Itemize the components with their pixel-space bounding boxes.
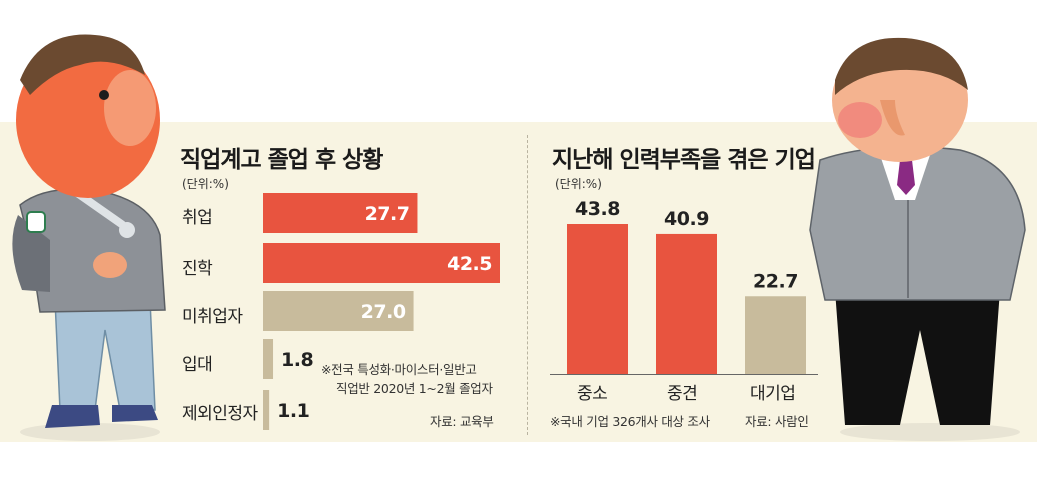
right-value-label-1: 40.9 xyxy=(664,208,709,230)
left-source: 자료: 교육부 xyxy=(430,414,494,429)
left-value-label-1: 42.5 xyxy=(447,253,492,275)
left-value-label-0: 27.7 xyxy=(365,203,410,225)
right-category-0: 중소 xyxy=(577,384,608,404)
right-bar-0 xyxy=(567,224,628,374)
businessman-icon xyxy=(809,37,1026,441)
left-chart-title: 직업계고 졸업 후 상황 xyxy=(180,147,383,173)
left-value-label-3: 1.8 xyxy=(281,349,313,371)
left-category-4: 제외인정자 xyxy=(182,404,258,424)
right-category-1: 중견 xyxy=(667,384,698,404)
left-chart-unit: (단위:%) xyxy=(182,177,229,191)
left-category-0: 취업 xyxy=(182,208,213,228)
panel-divider xyxy=(527,135,528,435)
right-value-label-0: 43.8 xyxy=(575,198,620,220)
left-category-2: 미취업자 xyxy=(182,307,243,327)
left-value-label-4: 1.1 xyxy=(277,400,309,422)
right-bar-2 xyxy=(745,296,806,374)
right-category-2: 대기업 xyxy=(750,384,796,404)
left-category-1: 진학 xyxy=(182,259,213,279)
right-note: ※국내 기업 326개사 대상 조사 xyxy=(550,414,710,429)
left-bar-3 xyxy=(263,339,274,379)
left-bar-0 xyxy=(263,193,418,233)
right-bars: 43.8 40.9 22.7 xyxy=(550,198,818,375)
left-value-label-2: 27.0 xyxy=(361,301,406,323)
left-note-line-2: 직업반 2020년 1~2월 졸업자 xyxy=(336,381,493,396)
right-value-label-2: 22.7 xyxy=(753,270,798,292)
right-bar-1 xyxy=(656,233,717,374)
left-bars: 27.7 42.5 27.0 1.8 1.1 xyxy=(263,193,500,430)
student-with-wrench-icon xyxy=(12,34,166,441)
left-bar-4 xyxy=(263,390,270,430)
right-source: 자료: 사람인 xyxy=(745,414,809,429)
left-bar-2 xyxy=(263,291,414,331)
left-note-line-1: ※전국 특성화·마이스터·일반고 xyxy=(321,362,477,377)
right-chart-unit: (단위:%) xyxy=(555,177,602,191)
right-chart-title: 지난해 인력부족을 겪은 기업 xyxy=(552,147,816,173)
left-category-3: 입대 xyxy=(182,355,213,375)
left-bar-1 xyxy=(263,243,500,283)
